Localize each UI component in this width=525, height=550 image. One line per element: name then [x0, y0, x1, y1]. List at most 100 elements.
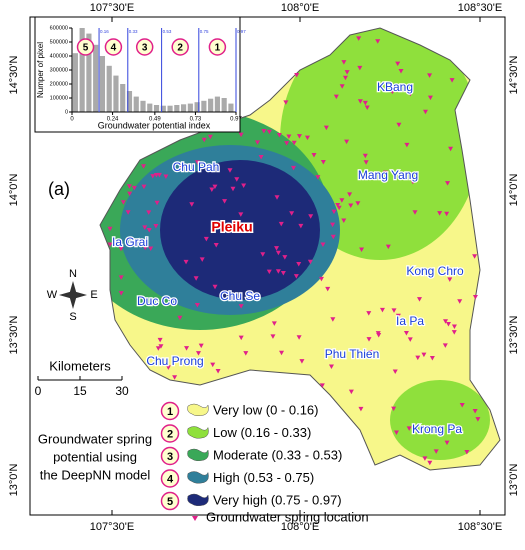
inset-class-circle — [104, 38, 123, 56]
spring-point — [472, 294, 478, 300]
spring-point — [234, 177, 240, 182]
inset-class-circle — [208, 38, 227, 56]
legend-number: 1 — [167, 406, 173, 418]
place-label: Chu Se — [220, 289, 260, 303]
compass-w: W — [47, 289, 58, 301]
spring-point — [195, 160, 201, 165]
spring-point — [385, 244, 391, 250]
spring-point — [362, 153, 368, 159]
spring-point — [118, 246, 124, 252]
inset-bar — [126, 91, 133, 112]
compass-s: S — [69, 311, 76, 323]
scale-tick-label: 30 — [115, 384, 129, 398]
spring-point — [457, 299, 463, 304]
spring-point — [448, 146, 454, 152]
place-label: Mang Yang — [358, 168, 418, 182]
spring-point — [201, 137, 207, 143]
lon-label: 107°30'E — [90, 2, 134, 14]
place-label: Ia Grai — [112, 235, 148, 249]
spring-point — [254, 140, 260, 145]
spring-point — [194, 303, 200, 308]
spring-point — [279, 350, 285, 356]
spring-point — [447, 277, 453, 282]
spring-point — [241, 183, 247, 189]
spring-point — [344, 70, 350, 75]
inset-bar — [228, 103, 234, 112]
spring-point — [433, 449, 439, 454]
spring-point — [358, 406, 364, 412]
inset-frame — [34, 16, 241, 133]
spring-point — [148, 246, 154, 251]
place-label: Chu Pah — [173, 160, 220, 174]
spring-point — [157, 337, 163, 343]
spring-point — [422, 109, 428, 115]
spring-point — [212, 184, 218, 190]
inset-x-label: Groundwater potential index — [98, 120, 211, 130]
spring-point — [363, 160, 369, 165]
spring-point — [266, 269, 272, 275]
legend-number: 4 — [167, 473, 174, 485]
inset-y-tick-label: 100000 — [50, 95, 68, 101]
spring-point — [382, 170, 388, 176]
spring-point — [238, 132, 244, 138]
spring-point — [357, 99, 363, 104]
legend-title: the DeepNN model — [40, 467, 151, 482]
spring-point — [118, 291, 124, 296]
spring-point — [213, 242, 219, 248]
north-arrow — [59, 281, 87, 309]
spring-point — [172, 375, 178, 380]
scale-tick-label: 0 — [35, 384, 42, 398]
spring-point — [389, 89, 395, 95]
inset-break-label: 0.97 — [237, 29, 246, 34]
inset-break-label: 0.53 — [163, 29, 172, 34]
spring-point — [142, 225, 148, 230]
spring-point — [451, 330, 457, 335]
inset-bar — [79, 28, 85, 112]
spring-point — [443, 319, 449, 324]
spring-point — [472, 254, 478, 259]
spring-point — [120, 200, 126, 205]
spring-point — [209, 187, 215, 193]
spring-point — [238, 304, 244, 309]
inset-bar — [93, 44, 99, 112]
panel-label: (a) — [48, 179, 70, 199]
lon-label: 108°30'E — [458, 2, 502, 14]
spring-point — [207, 134, 213, 140]
spring-point — [296, 335, 302, 340]
inset-y-label: Numper of pixel — [36, 42, 45, 98]
legend-number-circle — [160, 401, 180, 421]
spring-point — [150, 174, 156, 179]
spring-point — [198, 343, 204, 349]
lat-label: 14°30'N — [8, 55, 20, 94]
spring-point — [379, 307, 385, 313]
inset-class-label: 5 — [83, 43, 89, 54]
spring-point — [330, 222, 336, 228]
legend-swatch — [187, 493, 209, 507]
spring-point — [127, 191, 133, 197]
lat-label: 13°30'N — [508, 315, 520, 354]
spring-point — [215, 368, 221, 374]
spring-point — [282, 255, 288, 260]
spring-point — [158, 344, 164, 349]
spring-point — [330, 234, 336, 240]
inset-class-label: 2 — [177, 43, 183, 54]
spring-point — [366, 337, 372, 342]
spring-point — [398, 68, 404, 74]
inset-break-label: 0.16 — [100, 29, 109, 34]
lon-label: 108°0'E — [281, 2, 319, 14]
legend-swatch — [187, 403, 209, 417]
legend-point-label: Groundwater spring location — [206, 509, 369, 524]
spring-point — [368, 350, 374, 355]
inset-y-tick-label: 500000 — [50, 39, 68, 45]
compass-n: N — [69, 268, 77, 280]
spring-point — [339, 84, 345, 89]
spring-point — [444, 211, 450, 217]
place-label: Chu Prong — [146, 354, 203, 368]
inset-bar — [147, 103, 153, 112]
spring-point — [296, 261, 302, 267]
inset-bar — [72, 53, 78, 112]
legend-number-circle — [160, 446, 180, 466]
spring-point — [296, 134, 302, 139]
spring-point — [325, 286, 331, 292]
